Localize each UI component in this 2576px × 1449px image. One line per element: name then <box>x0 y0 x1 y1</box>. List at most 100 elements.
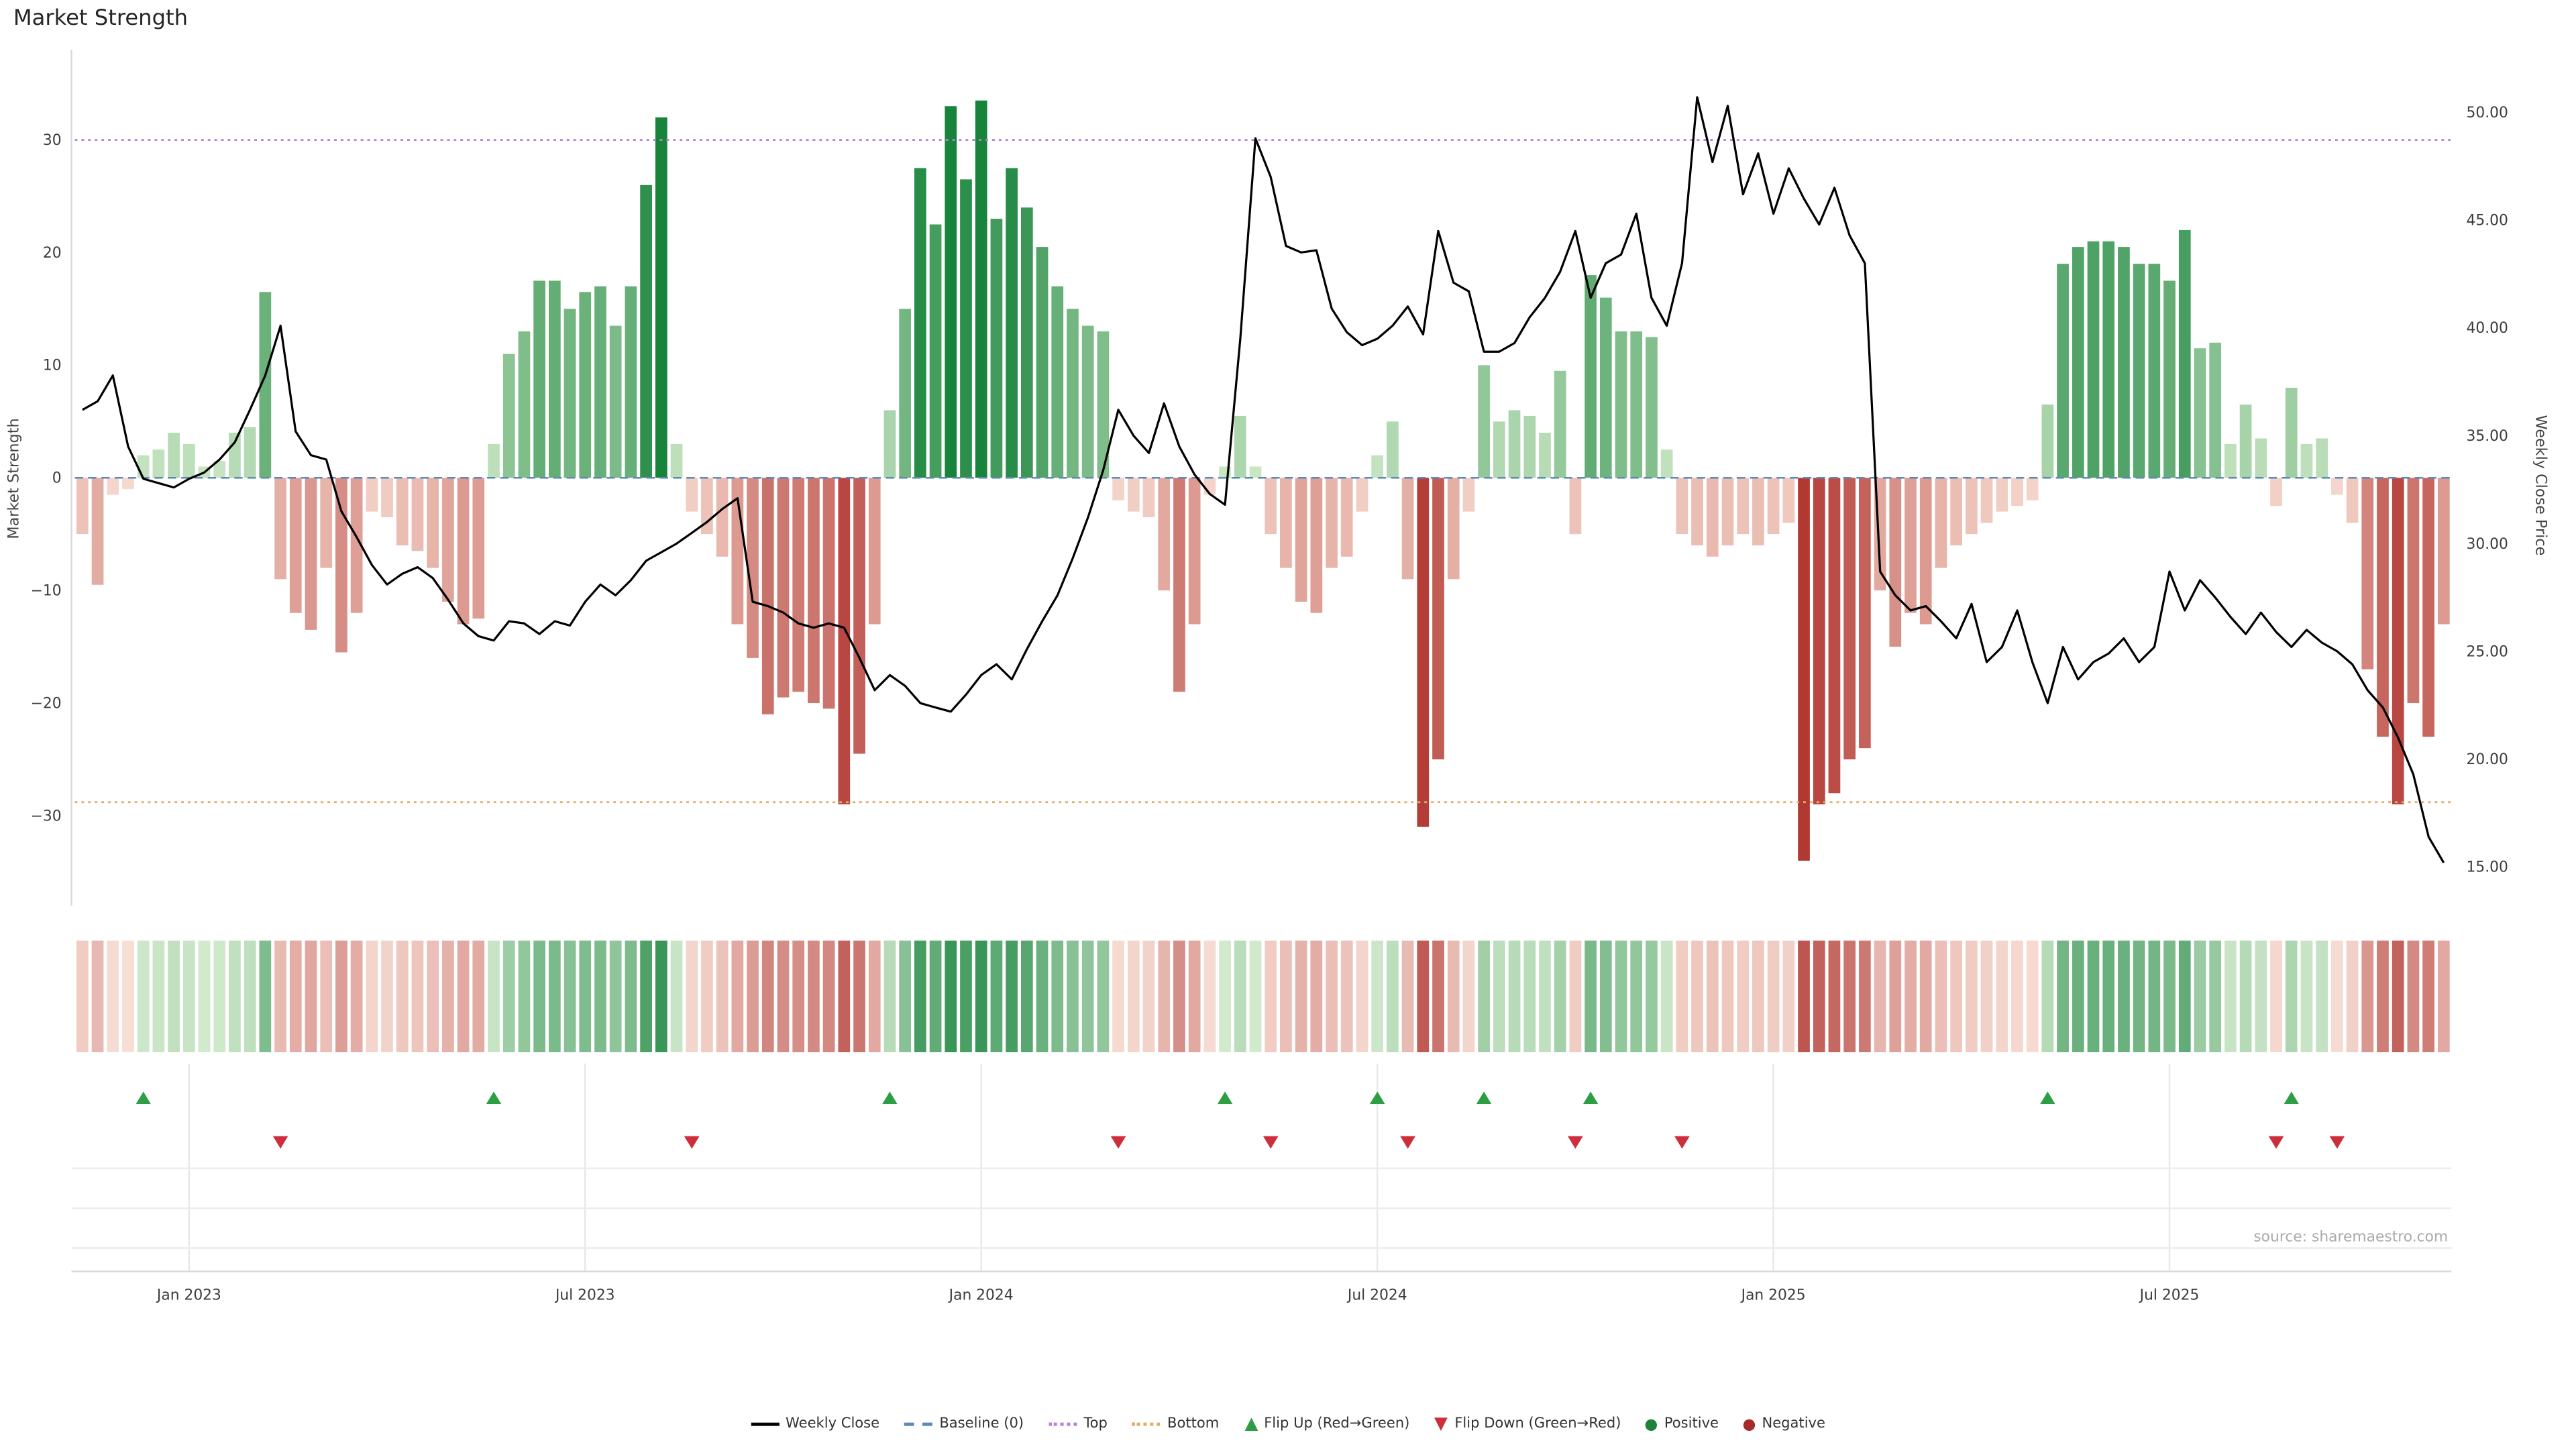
heatmap-cell <box>396 941 409 1053</box>
strength-bar <box>822 478 835 709</box>
heatmap-cell <box>1493 941 1505 1053</box>
heatmap-cell <box>2300 941 2313 1053</box>
left-tick-label: −20 <box>31 695 62 712</box>
heatmap-cell <box>640 941 652 1053</box>
heatmap-cell <box>182 941 195 1053</box>
right-tick-label: 15.00 <box>2466 859 2508 876</box>
strength-bar <box>579 292 592 478</box>
strength-bar <box>122 478 134 490</box>
strength-bar <box>914 168 926 478</box>
heatmap-cell <box>2011 941 2023 1053</box>
legend-item-negative: Negative <box>1743 1416 1825 1433</box>
heatmap-cell <box>1310 941 1323 1053</box>
strength-bar <box>853 478 865 754</box>
strength-bar <box>1630 331 1643 478</box>
heatmap-cell <box>1020 941 1033 1053</box>
heatmap-cell <box>1752 941 1764 1053</box>
strength-bar <box>305 478 317 630</box>
triangle-up-swatch <box>1244 1417 1258 1432</box>
strength-bar <box>1965 478 1978 535</box>
right-tick-label: 35.00 <box>2466 428 2508 445</box>
right-tick-label: 40.00 <box>2466 320 2508 337</box>
strength-bar <box>625 286 637 478</box>
legend-label: Positive <box>1664 1415 1719 1433</box>
heatmap-cell <box>945 941 957 1053</box>
heatmap-cell <box>229 941 241 1053</box>
strength-bar <box>1889 478 1902 647</box>
heatmap-cell <box>2239 941 2252 1053</box>
strength-bar <box>137 455 150 478</box>
strength-bar <box>1020 207 1033 478</box>
heatmap-cell <box>579 941 592 1053</box>
heatmap-cell <box>1660 941 1673 1053</box>
heatmap-cell <box>564 941 576 1053</box>
dot-swatch <box>1743 1418 1756 1430</box>
heatmap-cell <box>2437 941 2450 1053</box>
left-tick-label: 20 <box>43 245 62 262</box>
legend-item-baseline-0: Baseline (0) <box>904 1416 1024 1433</box>
strength-bar <box>2392 478 2404 805</box>
flip-down-marker <box>1567 1136 1583 1149</box>
heatmap-cell <box>1554 941 1566 1053</box>
strength-bar <box>1615 331 1627 478</box>
strength-bar <box>1432 478 1444 759</box>
flip-up-marker <box>1369 1091 1385 1104</box>
strength-bar <box>564 309 576 478</box>
heatmap-cell <box>1127 941 1140 1053</box>
heatmap-cell <box>1843 941 1856 1053</box>
heatmap-cell <box>1173 941 1185 1053</box>
heatmap-cell <box>701 941 713 1053</box>
strength-bar <box>2163 280 2176 478</box>
strength-bar <box>1234 415 1246 478</box>
strength-bar <box>1158 478 1171 591</box>
heatmap-cell <box>1904 941 1917 1053</box>
strength-bar <box>1737 478 1750 535</box>
strength-bar <box>1310 478 1323 613</box>
strength-bar <box>2041 405 2054 478</box>
flip-down-marker <box>1400 1136 1416 1149</box>
dashed-swatch <box>904 1422 933 1426</box>
strength-bar <box>2270 478 2282 506</box>
heatmap-cell <box>1112 941 1124 1053</box>
heatmap-cell <box>822 941 835 1053</box>
strength-bar <box>2011 478 2023 506</box>
strength-bar <box>2194 348 2206 478</box>
strength-bar <box>1599 297 1612 478</box>
x-tick-label: Jul 2023 <box>554 1287 615 1303</box>
strength-bar <box>1036 247 1049 478</box>
heatmap-cell <box>107 941 119 1053</box>
strength-bar <box>1508 410 1521 478</box>
heatmap-cell <box>1462 941 1475 1053</box>
heatmap-cell <box>1615 941 1627 1053</box>
strength-bar <box>1554 370 1566 478</box>
heatmap-cell <box>1249 941 1262 1053</box>
strength-bar <box>1919 478 1932 625</box>
strength-bar <box>747 478 759 658</box>
strength-bar <box>899 309 912 478</box>
heatmap-cell <box>1828 941 1841 1053</box>
heatmap-cell <box>2422 941 2434 1053</box>
heatmap-cell <box>1188 941 1201 1053</box>
heatmap-cell <box>1371 941 1384 1053</box>
legend-label: Weekly Close <box>786 1415 880 1433</box>
strength-bar <box>1539 433 1551 478</box>
strength-bar <box>1142 478 1155 518</box>
dotted-swatch <box>1132 1422 1161 1426</box>
heatmap-cell <box>533 941 545 1053</box>
heatmap-cell <box>914 941 926 1053</box>
heatmap-cell <box>305 941 317 1053</box>
flip-down-marker <box>1263 1136 1279 1149</box>
strength-bar <box>2148 264 2161 478</box>
heatmap-cell <box>899 941 912 1053</box>
strength-bar <box>229 433 241 478</box>
strength-bar <box>1447 478 1460 580</box>
strength-bar <box>1706 478 1719 557</box>
strength-bar <box>686 478 698 512</box>
strength-bar <box>1173 478 1185 692</box>
heatmap-cell <box>1980 941 1993 1053</box>
strength-bar <box>1265 478 1277 535</box>
heatmap-cell <box>716 941 729 1053</box>
heatmap-cell <box>1721 941 1734 1053</box>
heatmap-cell <box>2285 941 2298 1053</box>
heatmap-cell <box>2057 941 2069 1053</box>
